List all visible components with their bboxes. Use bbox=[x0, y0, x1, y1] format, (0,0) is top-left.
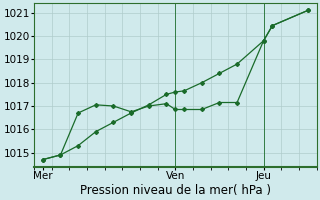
X-axis label: Pression niveau de la mer( hPa ): Pression niveau de la mer( hPa ) bbox=[80, 184, 271, 197]
